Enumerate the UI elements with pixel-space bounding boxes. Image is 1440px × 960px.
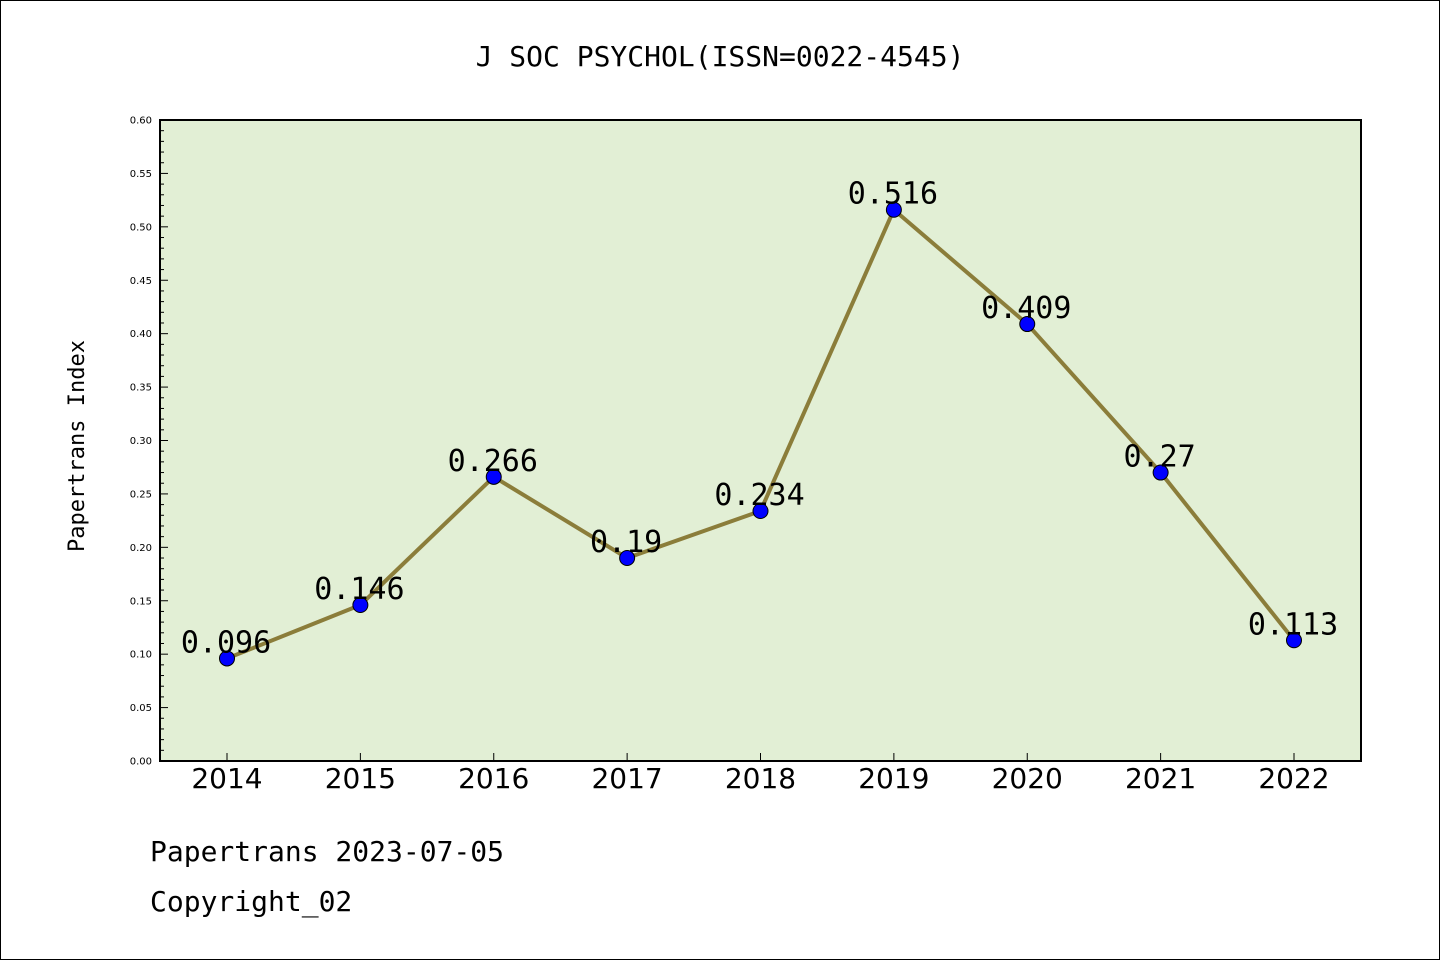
x-tick-label: 2014 [191,762,262,795]
y-tick-label: 0.20 [130,543,152,554]
data-label: 0.27 [1124,440,1196,475]
data-label: 0.19 [590,525,662,560]
data-point [619,550,636,567]
x-tick-label: 2019 [858,762,929,795]
y-tick-label: 0.40 [130,329,152,340]
data-label: 0.516 [848,177,938,212]
y-tick-label: 0.50 [130,222,152,233]
data-point [885,201,902,218]
data-label: 0.146 [314,572,404,607]
y-tick-label: 0.10 [130,650,152,661]
data-point [485,468,502,485]
data-label: 0.266 [448,444,538,479]
x-tick-label: 2020 [992,762,1063,795]
y-tick-label: 0.25 [130,489,152,500]
data-point [1019,316,1036,333]
y-tick-label: 0.60 [130,116,152,127]
y-tick-label: 0.15 [130,596,152,607]
plot-area [159,119,1362,762]
y-tick-label: 0.30 [130,436,152,447]
y-tick-label: 0.35 [130,383,152,394]
data-point [352,597,369,614]
data-point [1286,632,1302,649]
x-tick-label: 2017 [591,762,662,795]
x-tick-label: 2015 [325,762,396,795]
data-labels: 0.096 0.146 0.266 0.19 0.234 0.516 0.409 0.27 0.… [181,177,1338,661]
y-tick-label: 0.55 [130,169,152,180]
data-label: 0.096 [181,625,271,660]
data-point [219,650,235,667]
series-group [219,201,1302,667]
chart-title: J SOC PSYCHOL(ISSN=0022-4545) [476,40,965,73]
y-tick-label: 0.45 [130,276,152,287]
y-tick-label: 0.05 [130,703,152,714]
x-tick-label: 2018 [725,762,796,795]
data-label: 0.113 [1248,607,1338,642]
x-tick-label: 2021 [1125,762,1196,795]
y-tick-label: 0.00 [130,757,152,768]
x-axis: 2014 2015 2016 2017 2018 2019 2020 2021 2022 [191,753,1330,795]
data-point [1152,464,1169,481]
data-point [752,503,769,520]
y-axis: 0.00 0.05 0.10 0.15 0.20 0.25 0.30 0.35 0.40 0.45… [130,116,168,768]
x-tick-label: 2016 [458,762,529,795]
y-axis-label: Papertrans Index [65,340,90,552]
data-label: 0.409 [981,291,1071,326]
data-label: 0.234 [714,478,804,513]
footer-copyright: Copyright_02 [150,885,353,918]
x-tick-label: 2022 [1258,762,1329,795]
footer-date: Papertrans 2023-07-05 [150,835,505,868]
